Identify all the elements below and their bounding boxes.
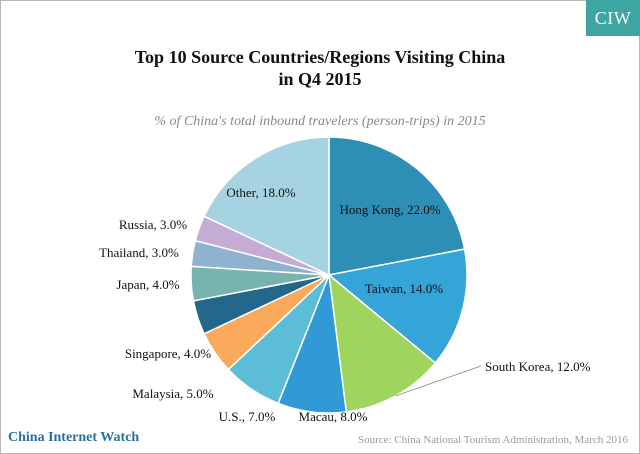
slice-label-singapore: Singapore, 4.0% (125, 346, 211, 361)
slice-label-other: Other, 18.0% (226, 185, 295, 200)
slice-label-macau: Macau, 8.0% (299, 409, 368, 424)
pie-slice-south-korea[interactable] (328, 273, 437, 413)
slice-label-taiwan: Taiwan, 14.0% (365, 281, 443, 296)
brand-name[interactable]: China Internet Watch (8, 430, 140, 445)
slice-label-japan: Japan, 4.0% (116, 277, 179, 292)
chart-title-line-1: Top 10 Source Countries/Regions Visiting… (134, 47, 506, 67)
slice-label-u-s: U.S., 7.0% (219, 409, 276, 424)
slice-label-hong-kong: Hong Kong, 22.0% (339, 202, 440, 217)
leader-line-south-korea (395, 365, 482, 397)
slice-label-russia: Russia, 3.0% (119, 217, 187, 232)
pie-slice-hong-kong[interactable] (328, 136, 466, 276)
pie-slice-other[interactable] (203, 136, 330, 277)
chart-subtitle: % of China's total inbound travelers (pe… (154, 114, 486, 129)
source-note: Source: China National Tourism Administr… (357, 434, 628, 446)
pie-slice-taiwan[interactable] (327, 248, 468, 365)
chart-title: Top 10 Source Countries/Regions Visiting… (0, 46, 640, 90)
chart-title-line-2: in Q4 2015 (278, 69, 362, 89)
slice-label-thailand: Thailand, 3.0% (99, 245, 179, 260)
slice-label-malaysia: Malaysia, 5.0% (132, 386, 213, 401)
ciw-logo[interactable]: CIW (586, 0, 640, 36)
slice-label-south-korea: South Korea, 12.0% (485, 359, 591, 374)
